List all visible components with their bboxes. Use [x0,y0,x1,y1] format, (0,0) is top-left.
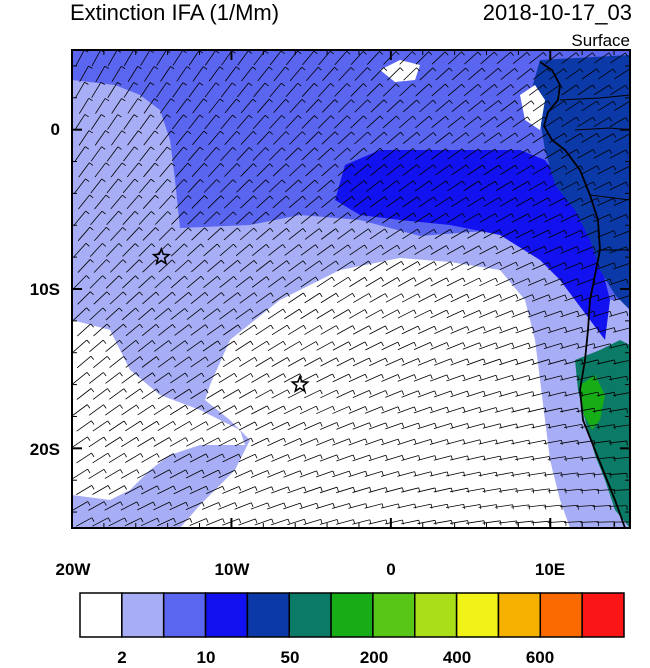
colorbar-label-2: 50 [281,648,300,668]
colorbar-swatch [164,593,206,637]
wind-barb-flag [545,505,546,509]
wind-barb-flag [627,441,628,445]
colorbar-swatch [247,593,289,637]
colorbar-swatch [582,593,624,637]
colorbar-swatch [206,593,248,637]
xtick-label-3: 10E [535,560,565,580]
wind-barb-flag [566,489,567,493]
colorbar-label-1: 10 [197,648,216,668]
colorbar-swatch [373,593,415,637]
colorbar-swatch [415,593,457,637]
colorbar-label-5: 600 [526,648,554,668]
colorbar [80,593,624,637]
ytick-label-0: 0 [0,120,60,140]
wind-barb-flag [517,521,518,525]
colorbar-swatch [122,593,164,637]
xtick-label-2: 0 [386,560,395,580]
xtick-label-0: 20W [56,560,91,580]
colorbar-swatch [331,593,373,637]
colorbar-label-3: 200 [360,648,388,668]
colorbar-label-0: 2 [117,648,126,668]
ytick-label-1: 10S [0,280,60,300]
colorbar-swatch [80,593,122,637]
colorbar-swatch [457,593,499,637]
colorbar-label-4: 400 [443,648,471,668]
colorbar-swatch [540,593,582,637]
wind-barb [597,522,615,523]
colorbar-swatch [498,593,540,637]
field-layer [72,50,632,528]
xtick-label-1: 10W [215,560,250,580]
colorbar-swatch [289,593,331,637]
ytick-label-2: 20S [0,440,60,460]
